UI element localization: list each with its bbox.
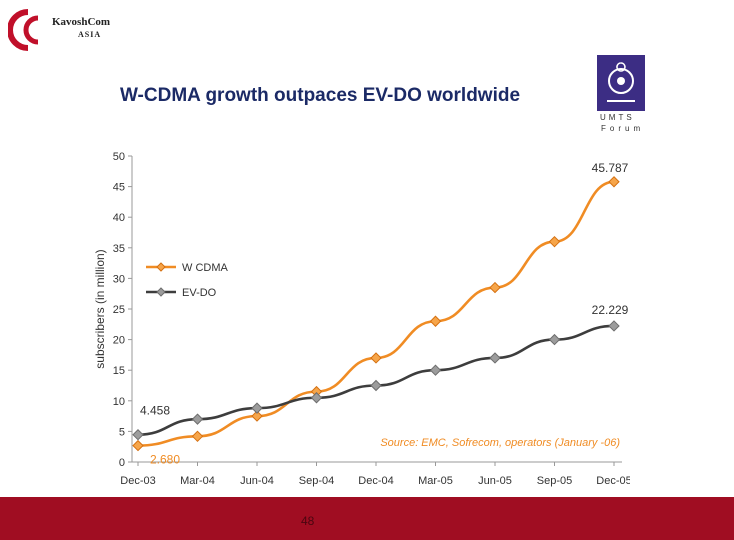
- legend-label: EV-DO: [182, 287, 217, 299]
- y-tick-label: 40: [113, 212, 125, 224]
- y-tick-label: 15: [113, 365, 125, 377]
- y-tick-label: 45: [113, 182, 125, 194]
- legend-label: W CDMA: [182, 262, 228, 274]
- x-tick-label: Dec-04: [358, 475, 393, 487]
- logo-subtitle: ASIA: [78, 30, 102, 39]
- umts-forum-logo: [597, 55, 645, 111]
- data-point-wcdma: [370, 352, 382, 364]
- data-point-evdo: [608, 320, 620, 332]
- annotation-wcdma-end: 45.787: [592, 161, 629, 175]
- data-point-wcdma: [429, 315, 442, 327]
- x-tick-label: Jun-05: [478, 475, 512, 487]
- annotation-evdo-start: 4.458: [140, 404, 170, 418]
- x-tick-label: Mar-04: [180, 475, 215, 487]
- y-tick-label: 25: [113, 304, 125, 316]
- umts-emblem-icon: [607, 62, 635, 102]
- page-number: 48: [301, 514, 315, 528]
- y-tick-label: 0: [119, 457, 125, 469]
- x-tick-label: Sep-04: [299, 475, 334, 487]
- x-tick-label: Dec-05: [596, 475, 630, 487]
- legend-swatch-marker: [156, 287, 166, 297]
- data-point-evdo: [370, 379, 382, 392]
- data-point-evdo: [429, 364, 442, 376]
- data-point-evdo: [489, 352, 501, 364]
- y-tick-label: 5: [119, 426, 125, 438]
- logo-name: KavoshCom: [52, 16, 111, 28]
- chart-title: W-CDMA growth outpaces EV-DO worldwide: [120, 85, 521, 106]
- data-point-wcdma: [191, 430, 204, 443]
- y-tick-label: 50: [113, 151, 125, 163]
- data-point-evdo: [548, 333, 561, 346]
- data-point-wcdma: [608, 176, 620, 188]
- data-point-wcdma: [548, 235, 561, 248]
- data-point-wcdma: [251, 410, 263, 422]
- data-point-evdo: [132, 429, 144, 441]
- x-tick-label: Mar-05: [418, 475, 453, 487]
- x-tick-label: Jun-04: [240, 475, 274, 487]
- kavoshcom-logo: [7, 8, 128, 52]
- y-tick-label: 20: [113, 335, 125, 347]
- data-point-evdo: [251, 402, 263, 414]
- x-tick-label: Dec-03: [120, 475, 155, 487]
- annotation-evdo-end: 22.229: [592, 303, 629, 317]
- x-tick-label: Sep-05: [537, 475, 572, 487]
- y-tick-label: 35: [113, 243, 125, 255]
- series-line-wcdma: [137, 180, 615, 447]
- source-note: Source: EMC, Sofrecom, operators (Januar…: [380, 437, 620, 449]
- logo-mark-icon: [7, 9, 39, 51]
- footer-bar: [0, 497, 734, 540]
- y-axis-label: subscribers (in million): [93, 249, 107, 368]
- subscriber-growth-chart: 0 5 10 15 20 25 30 35 40 45 50 Dec-03 Mar-04 Jun-04 Se…: [93, 151, 630, 487]
- data-point-evdo: [310, 392, 323, 404]
- data-point-evdo: [191, 413, 204, 425]
- data-point-wcdma: [132, 439, 144, 452]
- y-tick-label: 30: [113, 273, 125, 285]
- data-point-wcdma: [489, 281, 501, 294]
- y-tick-label: 10: [113, 396, 125, 408]
- legend-swatch-marker: [156, 262, 166, 272]
- annotation-wcdma-start: 2.680: [150, 453, 180, 467]
- umts-label: UMTS: [600, 113, 635, 122]
- forum-label: Forum: [601, 124, 645, 133]
